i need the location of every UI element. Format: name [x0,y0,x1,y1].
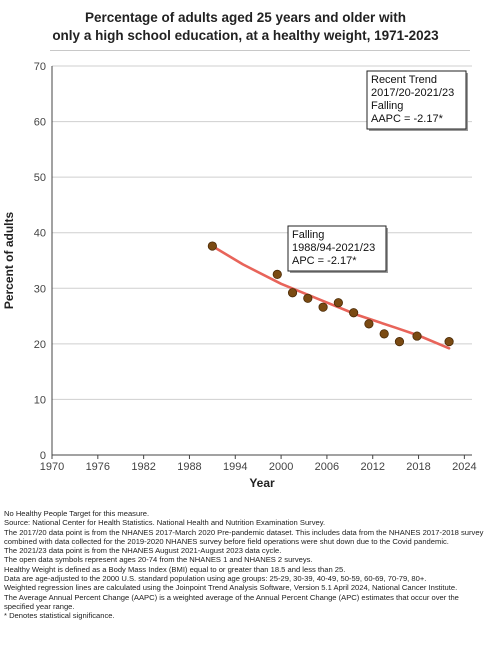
y-tick-label: 10 [34,394,46,406]
x-tick-label: 1994 [223,461,247,473]
callout-aapc-text: 2017/20-2021/23 [371,87,454,99]
note-line: * Denotes statistical significance. [4,611,115,621]
note-line: The 2017/20 data point is from the NHANE… [4,527,484,546]
x-tick-label: 2024 [452,461,476,473]
y-tick-label: 70 [34,61,46,73]
x-axis-title: Year [249,476,275,490]
note-line: The open data symbols represent ages 20-… [4,555,313,565]
note-line: No Healthy People Target for this measur… [4,509,150,518]
callout-aapc-text: Recent Trend [371,74,437,86]
data-point [207,241,217,251]
chart-title: Percentage of adults aged 25 years and o… [0,9,491,45]
callout-apc-box [287,225,387,272]
data-point [303,293,313,303]
data-point [318,302,328,312]
title-divider [50,50,470,51]
chart-notes: No Healthy People Target for this measur… [4,509,488,621]
x-tick-label: 1982 [131,461,155,473]
x-tick-label: 1976 [86,461,110,473]
y-tick-label: 60 [34,117,46,129]
chart-svg: 0 10 20 30 40 50 60 70 1970 1976 1982 1988 1994 2000 2… [2,61,477,490]
note-line: Healthy Weight is defined as a Body Mass… [4,564,346,574]
data-point [364,319,374,329]
x-tick-label: 1970 [40,461,64,473]
x-tick-label: 2012 [360,461,384,473]
data-point [379,329,389,339]
y-tick-label: 0 [40,450,46,462]
note-line: The 2021/23 data point is from the NHANE… [4,546,282,556]
data-point [444,337,454,347]
chart-title-line-2: only a high school education, at a healt… [52,28,439,43]
data-point [287,288,298,298]
callout-aapc-box [366,70,467,130]
note-line: The Average Annual Percent Change (AAPC)… [4,592,459,611]
x-tick-label: 1988 [177,461,201,473]
y-tick-label: 30 [34,283,46,295]
note-line: Weighted regression lines are calculated… [4,583,458,593]
data-point [412,331,422,341]
data-point [394,337,405,347]
data-point [272,269,282,279]
y-tick-label: 20 [34,339,46,351]
note-line: Data are age-adjusted to the 2000 U.S. s… [4,574,427,584]
x-tick-label: 2006 [315,461,339,473]
data-point [333,298,343,308]
y-axis-title: Percent of adults [2,212,16,310]
chart-title-line-1: Percentage of adults aged 25 years and o… [84,10,407,25]
y-tick-label: 40 [34,228,46,240]
callout-apc-text: 1988/94-2021/23 [292,242,375,254]
y-tick-label: 50 [34,172,46,184]
x-tick-label: 2000 [269,461,293,473]
x-tick-label: 2018 [406,461,430,473]
callout-apc-text: APC = -2.17* [292,255,357,267]
data-point [349,308,359,318]
callout-aapc-text: Falling [371,100,403,112]
callout-aapc-text: AAPC = -2.17* [371,113,444,125]
callout-apc-text: Falling [292,229,324,241]
note-line: Source: National Center for Health Stati… [4,518,326,528]
